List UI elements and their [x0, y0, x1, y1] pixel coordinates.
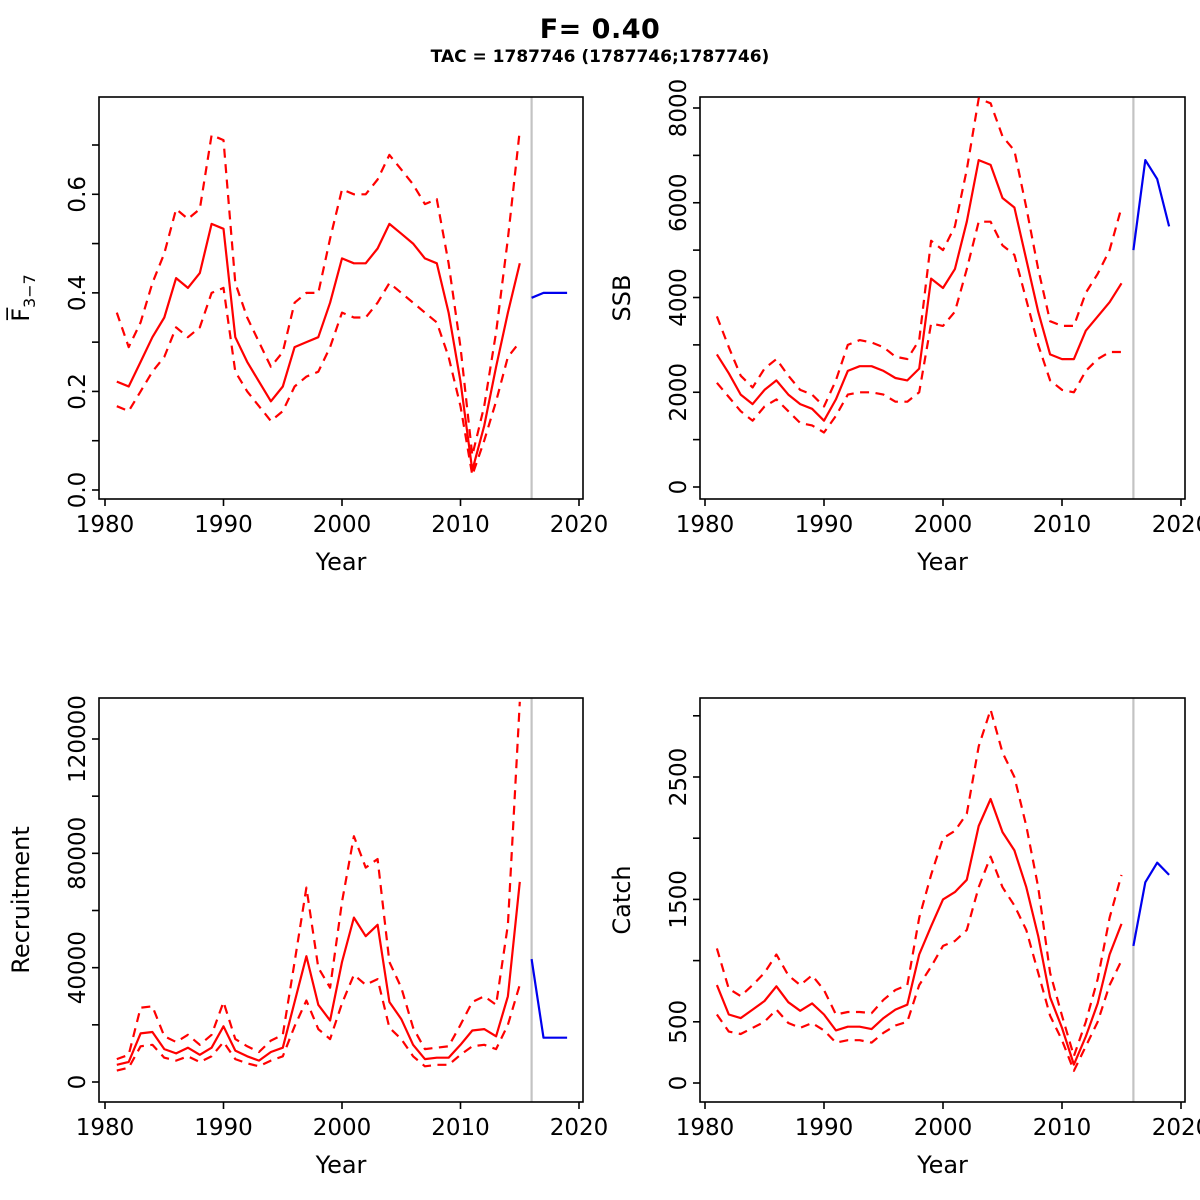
figure-title: F= 0.40: [539, 14, 661, 45]
x-tick-label: 2000: [914, 1115, 973, 1141]
x-tick-label: 1990: [795, 512, 854, 538]
series-median-line: [116, 881, 521, 1066]
series-upper-ci-line: [715, 708, 1123, 1058]
x-axis: 1980 1990 2000 2010 2020: [76, 499, 609, 538]
y-axis-title: SSB: [608, 275, 636, 322]
y-axis: 0.0 0.2 0.4 0.6: [65, 144, 99, 509]
series-upper-ci-line: [116, 701, 521, 1061]
panel-fishing-mortality: 1980 1990 2000 2010 2020 0.0 0.2 0.4 0.6 Year F̅3−…: [6, 96, 609, 576]
series-forecast-line: [530, 958, 568, 1039]
x-tick-label: 2000: [313, 512, 372, 538]
y-tick-label: 0.6: [65, 176, 91, 213]
y-axis-title: Catch: [608, 865, 636, 934]
y-axis: 0 40000 80000 120000: [65, 695, 99, 1089]
series-median-line: [715, 797, 1123, 1066]
x-tick-label: 1980: [676, 512, 735, 538]
y-tick-label: 2500: [666, 748, 692, 807]
x-tick-label: 2010: [1033, 512, 1092, 538]
x-tick-label: 2010: [431, 512, 490, 538]
figure-subtitle: TAC = 1787746 (1787746;1787746): [430, 47, 770, 67]
x-axis-title: Year: [315, 1151, 367, 1179]
y-tick-label: 4000: [666, 268, 692, 327]
x-axis-title: Year: [315, 548, 367, 576]
panel-catch: 1980 1990 2000 2010 2020 0 500 1500 2500 Year Catc…: [608, 697, 1200, 1179]
x-tick-label: 1990: [194, 512, 253, 538]
y-axis: 0 2000 4000 6000 8000: [666, 79, 700, 495]
x-tick-label: 1980: [76, 512, 135, 538]
panel-recruitment: 1980 1990 2000 2010 2020 0 40000 80000 120000 Yea…: [7, 695, 608, 1179]
y-tick-label: 0.2: [65, 373, 91, 410]
y-axis-title: F̅3−7: [6, 274, 39, 322]
y-tick-label: 120000: [65, 695, 91, 783]
x-tick-label: 2010: [431, 1115, 490, 1141]
x-axis: 1980 1990 2000 2010 2020: [676, 1102, 1200, 1141]
x-tick-label: 2000: [914, 512, 973, 538]
x-axis: 1980 1990 2000 2010 2020: [76, 1102, 609, 1141]
x-tick-label: 2020: [550, 512, 609, 538]
y-tick-label: 0.4: [65, 275, 91, 312]
x-axis-title: Year: [916, 548, 968, 576]
series-forecast-line: [531, 291, 568, 299]
y-tick-label: 8000: [666, 79, 692, 138]
x-tick-label: 1990: [194, 1115, 253, 1141]
x-tick-label: 2010: [1033, 1115, 1092, 1141]
y-tick-label: 0: [666, 480, 692, 495]
x-tick-label: 2020: [550, 1115, 609, 1141]
y-tick-label: 0.0: [65, 472, 91, 509]
series-upper-ci-line: [715, 97, 1123, 408]
y-tick-label: 1500: [666, 870, 692, 929]
series-lower-ci-line: [716, 220, 1122, 434]
plot-box: [98, 697, 584, 1103]
x-tick-label: 1980: [676, 1115, 735, 1141]
series-lower-ci-line: [715, 855, 1123, 1072]
y-tick-label: 0: [65, 1075, 91, 1090]
y-axis-title: Recruitment: [7, 826, 35, 973]
y-axis: 0 500 1500 2500: [666, 714, 700, 1091]
x-tick-label: 1980: [76, 1115, 135, 1141]
y-tick-label: 2000: [666, 363, 692, 422]
x-tick-label: 1990: [795, 1115, 854, 1141]
x-tick-label: 2020: [1152, 1115, 1200, 1141]
y-tick-label: 40000: [65, 931, 91, 1004]
x-tick-label: 2000: [313, 1115, 372, 1141]
x-tick-label: 2020: [1152, 512, 1200, 538]
y-tick-label: 0: [666, 1076, 692, 1091]
series-median-line: [715, 159, 1123, 422]
y-tick-label: 6000: [666, 173, 692, 232]
plot-box: [98, 96, 584, 500]
y-tick-label: 500: [666, 1000, 692, 1044]
y-tick-label: 80000: [65, 817, 91, 890]
series-upper-ci-line: [115, 130, 521, 457]
series-median-line: [116, 222, 521, 472]
series-lower-ci-line: [116, 973, 521, 1072]
series-lower-ci-line: [116, 281, 521, 477]
series-forecast-line: [1132, 159, 1171, 251]
series-forecast-line: [1132, 861, 1170, 947]
x-axis: 1980 1990 2000 2010 2020: [676, 499, 1200, 538]
x-axis-title: Year: [916, 1151, 968, 1179]
panel-ssb: 1980 1990 2000 2010 2020 0 2000 4000 6000 8000 Yea…: [608, 79, 1200, 576]
